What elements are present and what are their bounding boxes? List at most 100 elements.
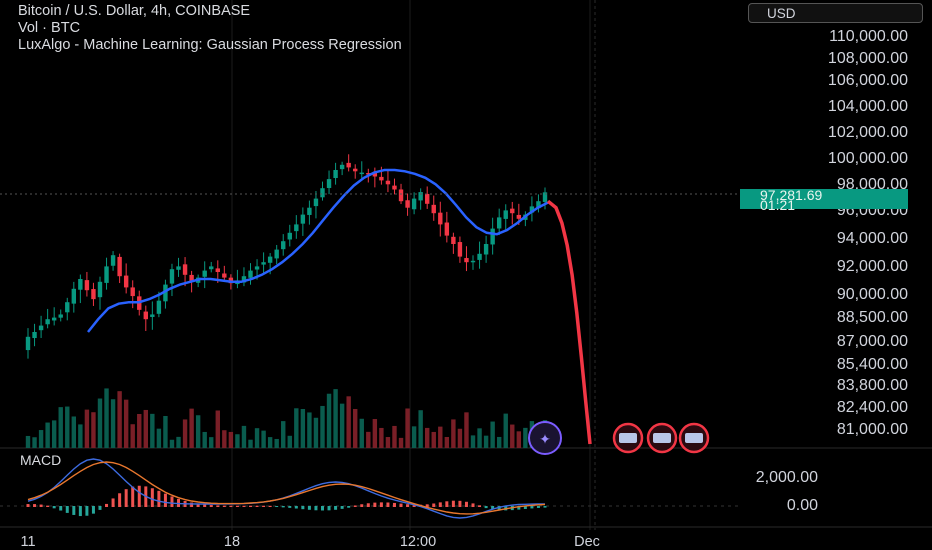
candle-body [130, 287, 135, 297]
candle-body [392, 185, 397, 190]
candle-body [438, 212, 443, 225]
candle-body [78, 279, 83, 290]
volume-bar [71, 416, 77, 448]
symbol-title[interactable]: Bitcoin / U.S. Dollar, 4h, COINBASE [18, 3, 251, 19]
volume-bar [405, 408, 410, 448]
volume-bar [267, 437, 273, 448]
macd-histogram-bar [255, 505, 259, 507]
macd-histogram-bar [72, 506, 76, 515]
candle-body [294, 224, 299, 232]
volume-bar [215, 410, 220, 448]
candle-body [326, 179, 332, 188]
volume-bar [281, 421, 286, 448]
candle-body [274, 249, 279, 259]
volume-bar [438, 426, 443, 448]
volume-bar [182, 419, 188, 448]
macd-histogram-bar [445, 501, 449, 507]
time-tick-label: Dec [574, 534, 600, 550]
macd-histogram-bar [163, 493, 167, 507]
volume-bar [110, 399, 116, 448]
macd-histogram-bar [137, 485, 141, 507]
volume-bar [58, 407, 63, 448]
macd-histogram-bar [209, 505, 213, 507]
volume-bar [346, 396, 351, 448]
candle-body [483, 244, 489, 255]
candlesticks [25, 154, 548, 359]
price-tick-label: 92,000.00 [837, 258, 908, 275]
volume-bar [150, 413, 155, 448]
volume-bar [326, 393, 332, 448]
macd-histogram-bar [530, 506, 534, 509]
volume-bar [274, 438, 279, 448]
candle-body [300, 214, 306, 224]
currency-selector[interactable]: USD [748, 3, 923, 23]
macd-histogram-bar [314, 506, 318, 511]
macd-histogram-bar [249, 505, 253, 507]
candle-body [451, 236, 456, 244]
macd-histogram-bar [170, 496, 174, 507]
volume-bar [176, 436, 181, 448]
candle-body [261, 262, 266, 265]
macd-histogram-bar [111, 498, 115, 507]
macd-histogram-bar [46, 505, 50, 507]
candle-body [71, 288, 77, 304]
macd-histogram-bar [85, 506, 89, 516]
macd-histogram-bar [242, 505, 246, 507]
candle-body [45, 319, 50, 325]
macd-histogram-bar [386, 502, 390, 507]
volume-bar [510, 424, 515, 448]
gpr-indicator-label[interactable]: LuxAlgo - Machine Learning: Gaussian Pro… [18, 37, 402, 53]
macd-histogram-bar [353, 505, 357, 507]
volume-bar [457, 428, 463, 448]
candle-body [366, 173, 371, 175]
macd-histogram-bar [150, 488, 154, 507]
volume-bar [195, 415, 201, 448]
volume-bar [32, 437, 37, 448]
candle-body [444, 222, 450, 236]
macd-histogram-bar [268, 505, 272, 507]
macd-histogram-bar [98, 506, 102, 510]
macd-histogram-bar [399, 503, 403, 507]
candle-body [169, 269, 175, 284]
candle-body [320, 188, 325, 198]
volume-bar [241, 425, 247, 448]
candle-body [425, 193, 430, 204]
candle-body [228, 277, 234, 284]
macd-histogram-bar [484, 506, 488, 509]
macd-histogram-bar [451, 500, 455, 507]
candle-body [333, 170, 338, 178]
volume-bar [38, 430, 44, 448]
candle-body [104, 266, 109, 283]
volume-bar [202, 431, 207, 448]
macd-histogram-bar [471, 503, 475, 507]
macd-histogram-bar [26, 504, 30, 507]
candle-body [431, 204, 436, 214]
volume-bar [248, 439, 253, 448]
macd-histogram-bar [320, 506, 324, 511]
macd-histogram-bar [307, 506, 311, 510]
macd-histogram-bar [229, 505, 233, 507]
candle-body [307, 207, 312, 215]
macd-histogram-bar [497, 506, 501, 511]
volume-bar [156, 428, 162, 448]
bar-countdown: 01:21 [760, 197, 796, 213]
volume-bar [477, 428, 482, 448]
macd-label[interactable]: MACD [20, 452, 62, 468]
volume-bar [91, 412, 96, 448]
macd-histogram-bar [235, 505, 239, 507]
candle-body [241, 276, 247, 283]
last-price-value: 97,281.69 [760, 187, 823, 203]
macd-histogram-bar [340, 506, 344, 509]
macd-histogram-bar [157, 490, 161, 507]
candle-body [536, 201, 541, 209]
macd-histogram-bar [196, 503, 200, 507]
candle-body [418, 192, 423, 201]
volume-indicator-label[interactable]: Vol · BTC [18, 20, 81, 36]
volume-bar [411, 426, 417, 448]
macd-histogram-bar [59, 506, 63, 511]
volume-bar [444, 436, 450, 448]
volume-bar [65, 406, 70, 448]
candle-body [398, 189, 404, 202]
volume-bar [333, 389, 338, 448]
